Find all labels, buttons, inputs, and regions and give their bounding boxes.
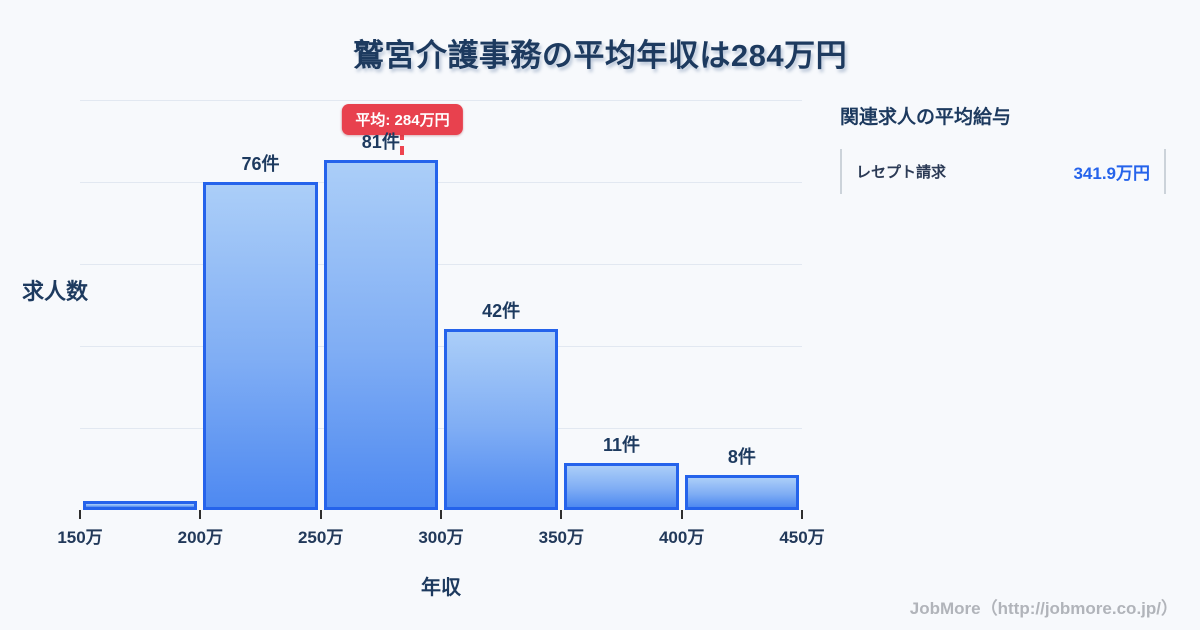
side-panel-heading: 関連求人の平均給与 [840,107,1012,128]
histogram-bar [444,328,559,510]
x-axis-tick [319,510,322,519]
x-axis-tick-label: 200万 [177,528,224,547]
x-axis-tick-label: 350万 [538,528,585,547]
bar-value-label: 81件 [361,132,400,153]
x-axis-tick [801,510,803,519]
x-axis-tick-label: 300万 [418,528,464,547]
bar-value-label: 8件 [727,447,756,468]
salary-row-value: 341.9万円 [1073,164,1150,183]
x-axis-tick-label: 450万 [779,528,825,547]
histogram-bar [564,462,679,510]
histogram-bar [203,182,318,510]
histogram-bar [684,475,799,510]
gridline [80,346,802,347]
gridline [80,264,802,265]
x-axis-tick [199,510,202,519]
salary-row-label: レセプト請求 [856,164,947,181]
bar-value-label: 76件 [241,154,280,174]
x-axis-label: 年収 [421,577,461,599]
histogram-bar [83,501,198,510]
bar-value-label: 11件 [602,434,640,455]
salary-row: レセプト請求 341.9万円 [840,149,1166,194]
related-jobs-panel: 関連求人の平均給与 レセプト請求 341.9万円 [840,102,1166,194]
footer-credit: JobMore（http://jobmore.co.jp/） [909,599,1178,618]
x-axis-tick [680,510,683,519]
x-axis-tick [79,510,81,519]
x-axis-tick [560,510,563,519]
gridline [80,182,802,183]
x-axis-tick-label: 150万 [57,528,103,547]
x-axis-tick-label: 400万 [658,528,705,547]
x-axis-tick [440,510,442,519]
page-title: 鷲宮介護事務の平均年収は284万円 [352,38,848,73]
gridline [80,428,802,429]
mean-badge: 平均: 284万円 [342,104,463,135]
y-axis-label: 求人数 [22,279,89,304]
histogram-bar [323,160,438,510]
plot-area: 平均: 284万円 76件 81件 42件 11件 8件 150万 200万 250万 300万… [57,100,825,547]
gridline [80,100,802,101]
bar-value-label: 42件 [482,300,521,321]
x-axis-tick-label: 250万 [297,528,344,547]
